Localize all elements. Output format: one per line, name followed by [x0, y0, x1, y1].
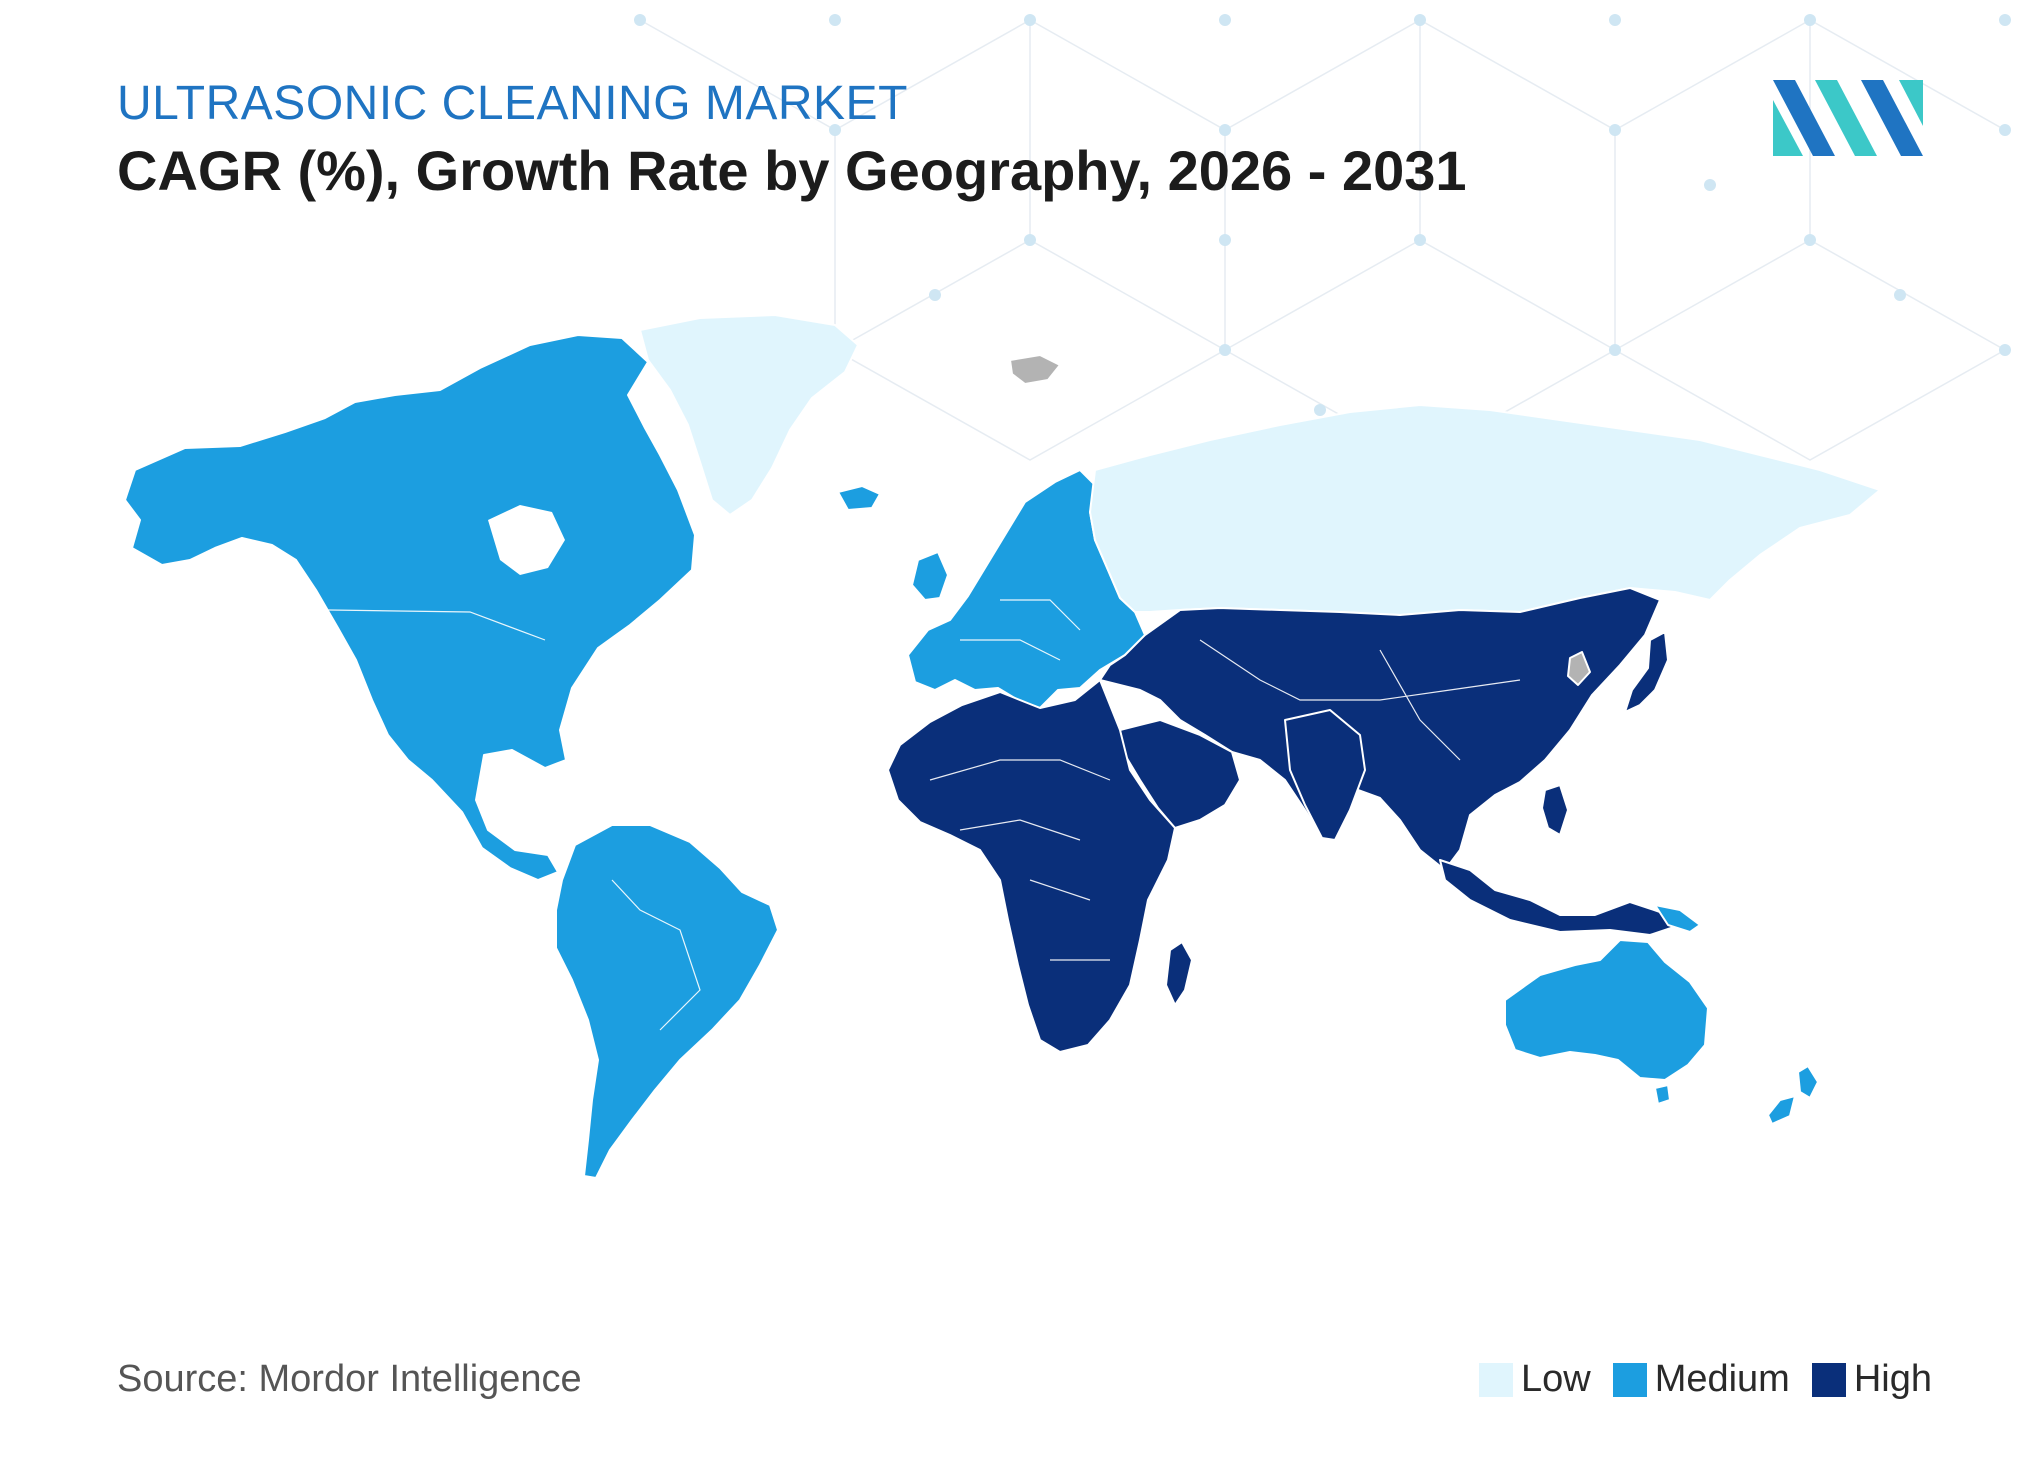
legend-item-low: Low: [1478, 1358, 1591, 1401]
legend-swatch-medium: [1612, 1362, 1647, 1397]
legend-item-medium: Medium: [1612, 1358, 1790, 1401]
region-australia: [1504, 939, 1709, 1081]
region-tasmania: [1654, 1084, 1671, 1105]
region-papua-new-guinea: [1654, 904, 1701, 933]
hudson-bay: [488, 505, 565, 575]
region-south-america: [555, 824, 779, 1179]
source-note: Source: Mordor Intelligence: [117, 1358, 582, 1400]
mordor-logo: [1773, 80, 1923, 156]
region-north-america: [124, 334, 696, 881]
legend-label-low: Low: [1520, 1358, 1591, 1400]
region-uk: [911, 551, 949, 601]
legend-swatch-low: [1478, 1362, 1513, 1397]
region-greenland: [639, 314, 859, 516]
legend-label-high: High: [1853, 1358, 1932, 1400]
region-svalbard: [1009, 354, 1061, 385]
region-asia: [1099, 587, 1661, 871]
chart-kicker: ULTRASONIC CLEANING MARKET: [117, 77, 908, 130]
chart-title: CAGR (%), Growth Rate by Geography, 2026…: [117, 139, 1467, 202]
region-arabia: [1119, 719, 1241, 829]
legend-swatch-high: [1811, 1362, 1846, 1397]
region-indonesia: [1439, 859, 1681, 936]
region-africa: [887, 679, 1176, 1053]
region-russia: [1089, 404, 1881, 616]
region-new-zealand: [1767, 1065, 1819, 1125]
region-madagascar: [1165, 941, 1193, 1006]
region-japan: [1624, 631, 1669, 713]
region-iceland: [837, 485, 881, 511]
region-india: [1284, 709, 1366, 841]
legend: Low Medium High: [1478, 1358, 1932, 1401]
region-philippines: [1541, 784, 1569, 836]
legend-item-high: High: [1811, 1358, 1932, 1401]
legend-label-medium: Medium: [1654, 1358, 1790, 1400]
region-korea: [1567, 651, 1591, 686]
